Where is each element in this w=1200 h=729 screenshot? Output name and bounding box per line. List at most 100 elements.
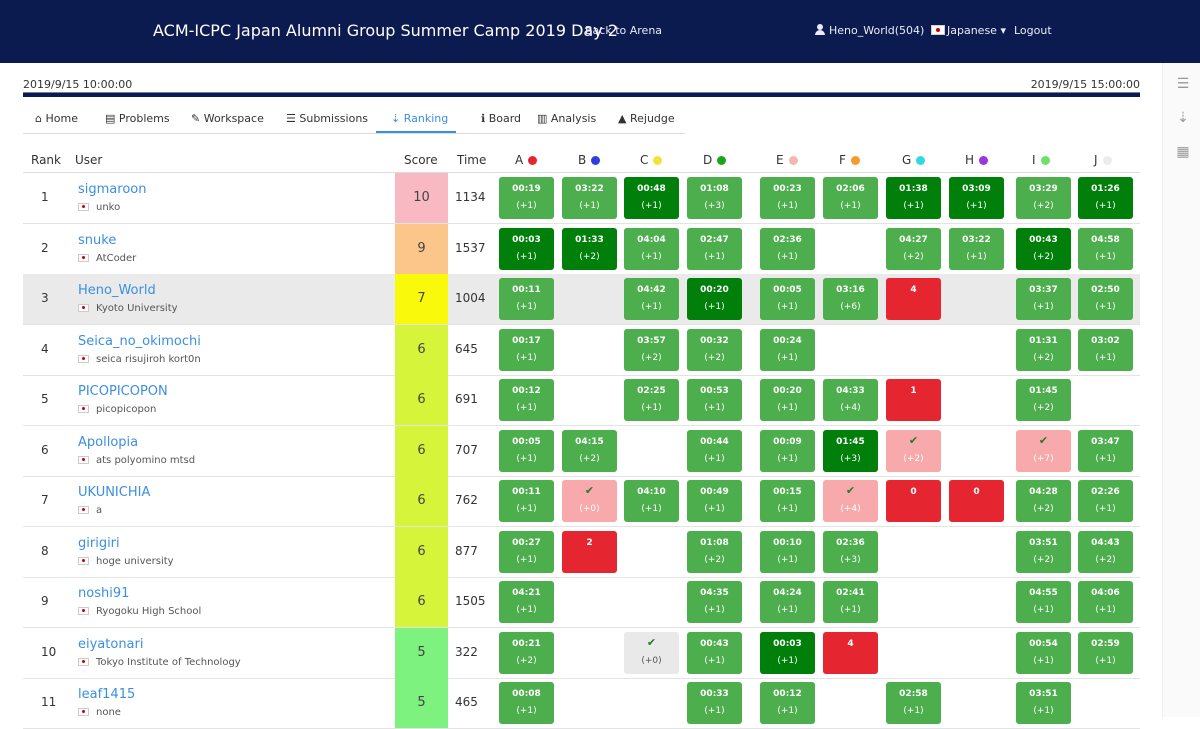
submission-cell-f[interactable]: 03:16 (+6) — [823, 278, 878, 320]
submission-cell-g[interactable]: ✔ (+2) — [886, 429, 941, 472]
submission-cell-c[interactable]: 03:57 (+2) — [624, 328, 679, 371]
submission-cell-h[interactable]: 03:22 (+1) — [949, 227, 1004, 270]
submission-cell-h[interactable]: 03:09 (+1) — [949, 177, 1004, 219]
submission-cell-d[interactable]: 04:35 (+1) — [687, 581, 742, 623]
submission-cell-d[interactable]: 01:08 (+2) — [687, 530, 742, 573]
submission-cell-i[interactable]: ✔ (+7) — [1016, 429, 1071, 472]
problem-header-j[interactable]: J — [1094, 153, 1112, 167]
submission-cell-b[interactable]: 01:33 (+2) — [562, 227, 617, 270]
submission-cell-d[interactable]: 00:43 (+1) — [687, 631, 742, 674]
submission-cell-i[interactable]: 03:29 (+2) — [1016, 177, 1071, 219]
submission-cell-d[interactable]: 01:08 (+3) — [687, 177, 742, 219]
submission-cell-d[interactable]: 00:32 (+2) — [687, 328, 742, 371]
submission-cell-i[interactable]: 00:43 (+2) — [1016, 227, 1071, 270]
user-name-link[interactable]: Apollopia — [78, 434, 139, 450]
submission-cell-a[interactable]: 00:11 (+1) — [499, 278, 554, 320]
submission-cell-f[interactable]: 02:36 (+3) — [823, 530, 878, 573]
problem-header-g[interactable]: G — [902, 153, 926, 167]
tab-analysis[interactable]: ▥ Analysis — [537, 112, 596, 125]
submission-cell-b[interactable]: 04:15 (+2) — [562, 429, 617, 472]
submission-cell-e[interactable]: 02:36 (+1) — [760, 227, 815, 270]
tab-submissions[interactable]: ☰ Submissions — [286, 112, 368, 125]
back-to-arena-link[interactable]: Back to Arena — [585, 24, 663, 37]
problem-header-e[interactable]: E — [776, 153, 798, 167]
time-header[interactable]: Time — [457, 153, 487, 167]
user-name-link[interactable]: noshi91 — [78, 586, 130, 601]
submission-cell-g[interactable]: 0 — [886, 480, 941, 522]
problem-header-i[interactable]: I — [1032, 153, 1050, 167]
submission-cell-a[interactable]: 00:12 (+1) — [499, 379, 554, 421]
submission-cell-j[interactable]: 02:26 (+1) — [1078, 480, 1133, 522]
tab-rejudge[interactable]: ▲ Rejudge — [618, 112, 675, 125]
tab-workspace[interactable]: ✎ Workspace — [191, 112, 264, 125]
user-name-link[interactable]: UKUNICHIA — [78, 485, 151, 500]
problem-header-c[interactable]: C — [640, 153, 663, 167]
user-name-link[interactable]: sigmaroon — [78, 182, 147, 197]
user-name-link[interactable]: snuke — [78, 232, 117, 248]
sort-icon[interactable]: ⇣ — [1177, 110, 1189, 126]
user-menu[interactable]: Heno_World(504) — [815, 24, 924, 37]
submission-cell-e[interactable]: 00:24 (+1) — [760, 328, 815, 371]
submission-cell-d[interactable]: 00:49 (+1) — [687, 480, 742, 522]
user-header[interactable]: User — [75, 153, 103, 167]
problem-header-d[interactable]: D — [703, 153, 727, 167]
submission-cell-a[interactable]: 00:11 (+1) — [499, 480, 554, 522]
submission-cell-f[interactable]: 02:41 (+1) — [823, 581, 878, 623]
submission-cell-c[interactable]: 02:25 (+1) — [624, 379, 679, 421]
submission-cell-g[interactable]: 1 — [886, 379, 941, 421]
submission-cell-d[interactable]: 00:44 (+1) — [687, 429, 742, 472]
submission-cell-j[interactable]: 02:50 (+1) — [1078, 278, 1133, 320]
problem-header-f[interactable]: F — [839, 153, 860, 167]
submission-cell-a[interactable]: 00:17 (+1) — [499, 328, 554, 371]
tab-ranking[interactable]: ⇣ Ranking — [391, 112, 448, 125]
tab-board[interactable]: ℹ Board — [481, 112, 521, 125]
language-dropdown[interactable]: Japanese ▾ — [931, 24, 1006, 37]
submission-cell-j[interactable]: 02:59 (+1) — [1078, 631, 1133, 674]
submission-cell-c[interactable]: 04:42 (+1) — [624, 278, 679, 320]
submission-cell-e[interactable]: 00:15 (+1) — [760, 480, 815, 522]
submission-cell-i[interactable]: 01:31 (+2) — [1016, 328, 1071, 371]
submission-cell-h[interactable]: 0 — [949, 480, 1004, 522]
list-icon[interactable]: ☰ — [1176, 76, 1190, 92]
submission-cell-g[interactable]: 04:27 (+2) — [886, 227, 941, 270]
submission-cell-c[interactable]: 04:10 (+1) — [624, 480, 679, 522]
submission-cell-c[interactable]: 00:48 (+1) — [624, 177, 679, 219]
submission-cell-a[interactable]: 04:21 (+1) — [499, 581, 554, 623]
submission-cell-i[interactable]: 03:51 (+1) — [1016, 682, 1071, 724]
submission-cell-e[interactable]: 00:23 (+1) — [760, 177, 815, 219]
submission-cell-a[interactable]: 00:08 (+1) — [499, 682, 554, 724]
submission-cell-a[interactable]: 00:05 (+1) — [499, 429, 554, 472]
submission-cell-i[interactable]: 04:28 (+2) — [1016, 480, 1071, 522]
submission-cell-j[interactable]: 04:58 (+1) — [1078, 227, 1133, 270]
submission-cell-j[interactable]: 01:26 (+1) — [1078, 177, 1133, 219]
submission-cell-a[interactable]: 00:03 (+1) — [499, 227, 554, 270]
submission-cell-g[interactable]: 02:58 (+1) — [886, 682, 941, 724]
submission-cell-f[interactable]: 02:06 (+1) — [823, 177, 878, 219]
user-name-link[interactable]: Seica_no_okimochi — [78, 333, 201, 349]
problem-header-h[interactable]: H — [965, 153, 989, 167]
submission-cell-a[interactable]: 00:19 (+1) — [499, 177, 554, 219]
submission-cell-e[interactable]: 00:10 (+1) — [760, 530, 815, 573]
tab-home[interactable]: ⌂ Home — [35, 112, 78, 125]
submission-cell-a[interactable]: 00:21 (+2) — [499, 631, 554, 674]
user-name-link[interactable]: girigiri — [78, 535, 120, 551]
submission-cell-c[interactable]: ✔ (+0) — [624, 631, 679, 674]
submission-cell-f[interactable]: 04:33 (+4) — [823, 379, 878, 421]
submission-cell-j[interactable]: 03:02 (+1) — [1078, 328, 1133, 371]
rank-header[interactable]: Rank — [31, 153, 61, 167]
contest-title[interactable]: ACM-ICPC Japan Alumni Group Summer Camp … — [153, 21, 618, 40]
problem-header-b[interactable]: B — [578, 153, 601, 167]
submission-cell-e[interactable]: 04:24 (+1) — [760, 581, 815, 623]
logout-link[interactable]: Logout — [1014, 24, 1052, 37]
submission-cell-b[interactable]: 03:22 (+1) — [562, 177, 617, 219]
submission-cell-j[interactable]: 03:47 (+1) — [1078, 429, 1133, 472]
tab-problems[interactable]: ▤ Problems — [105, 112, 170, 125]
user-name-link[interactable]: leaf1415 — [78, 687, 136, 702]
submission-cell-e[interactable]: 00:20 (+1) — [760, 379, 815, 421]
submission-cell-b[interactable]: ✔ (+0) — [562, 480, 617, 522]
submission-cell-f[interactable]: ✔ (+4) — [823, 480, 878, 522]
submission-cell-g[interactable]: 4 — [886, 278, 941, 320]
score-header[interactable]: Score — [404, 153, 438, 167]
submission-cell-i[interactable]: 04:55 (+1) — [1016, 581, 1071, 623]
grid-icon[interactable]: ▦ — [1176, 144, 1190, 160]
